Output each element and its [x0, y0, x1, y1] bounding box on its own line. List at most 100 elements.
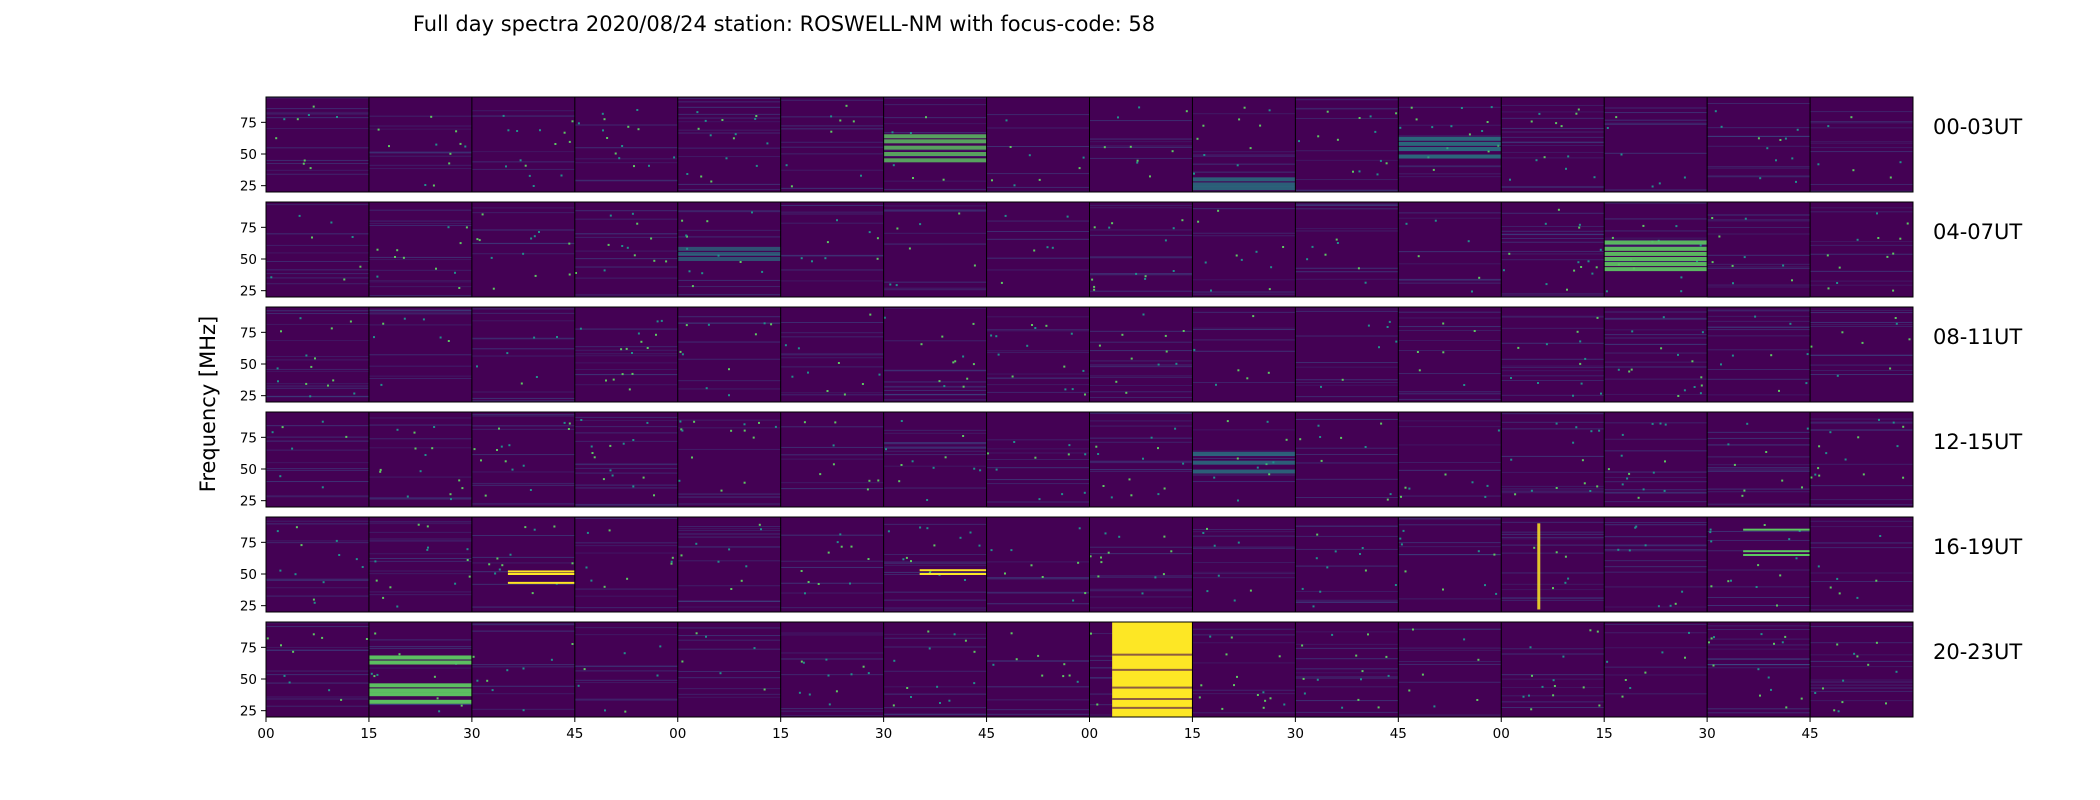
signal-dot [962, 435, 965, 437]
signal-dot [932, 466, 935, 469]
noise-line [368, 125, 472, 127]
noise-line [1810, 684, 1913, 686]
noise-line [368, 151, 472, 153]
noise-line [574, 670, 678, 672]
noise-line [1089, 420, 1193, 422]
noise-line [1810, 666, 1913, 668]
noise-line [1707, 530, 1811, 532]
signal-dot [720, 489, 723, 492]
signal-dot [602, 478, 605, 481]
signal-dot [990, 334, 993, 337]
noise-line [1501, 488, 1605, 490]
noise-line [677, 229, 781, 231]
signal-dot [309, 167, 312, 170]
noise-line [1295, 548, 1399, 550]
signal-dot [1572, 441, 1575, 444]
emission-band [1604, 267, 1708, 272]
signal-dot [1045, 324, 1048, 327]
signal-dot [340, 698, 343, 701]
noise-line [677, 606, 781, 608]
signal-dot [1463, 384, 1466, 386]
signal-dot [1118, 535, 1121, 538]
noise-line [266, 269, 369, 271]
signal-dot [432, 184, 435, 187]
signal-dot [1340, 436, 1343, 439]
noise-line [1501, 531, 1605, 533]
signal-dot [1487, 150, 1490, 153]
signal-dot [784, 344, 787, 347]
signal-dot [808, 693, 811, 696]
noise-line [780, 354, 884, 356]
noise-line [368, 573, 472, 575]
signal-dot [1335, 238, 1338, 241]
noise-line [677, 627, 781, 629]
noise-line [677, 279, 781, 281]
signal-dot [1091, 278, 1094, 281]
signal-dot [1481, 130, 1484, 132]
noise-line [1707, 145, 1811, 147]
panel-background [574, 202, 678, 297]
emission-band [1398, 141, 1502, 146]
signal-dot [1172, 227, 1175, 230]
noise-line [1810, 325, 1913, 327]
noise-line [1295, 267, 1399, 269]
noise-line [368, 447, 472, 449]
noise-line [1604, 489, 1708, 491]
signal-dot [426, 525, 429, 528]
noise-line [1089, 272, 1193, 274]
signal-dot [1172, 270, 1175, 272]
noise-line [1192, 311, 1296, 313]
signal-dot [1093, 226, 1096, 229]
noise-line [780, 222, 884, 224]
noise-line [677, 448, 781, 450]
spectrogram-panel [1500, 202, 1605, 297]
signal-dot [1652, 471, 1655, 474]
noise-line [574, 328, 678, 330]
noise-line [986, 220, 1090, 222]
noise-line [780, 146, 884, 148]
noise-line [1604, 189, 1708, 191]
signal-dot [1317, 135, 1320, 138]
signal-dot [448, 162, 451, 165]
noise-line [1810, 270, 1913, 272]
noise-line [883, 104, 987, 106]
noise-line [266, 670, 369, 672]
noise-line [1604, 491, 1708, 493]
signal-dot [1741, 494, 1744, 497]
signal-dot [973, 467, 976, 470]
noise-line [1707, 488, 1811, 490]
noise-line [677, 129, 781, 131]
noise-line [574, 487, 678, 489]
noise-line [266, 440, 369, 442]
signal-dot [1486, 121, 1489, 123]
noise-line [1810, 190, 1913, 192]
panel-background [1295, 622, 1399, 717]
signal-dot [486, 679, 489, 682]
signal-dot [1677, 353, 1679, 356]
signal-dot [728, 368, 730, 371]
noise-line [266, 128, 369, 130]
signal-dot [1886, 255, 1889, 258]
signal-dot [1895, 322, 1898, 325]
signal-dot [312, 598, 315, 601]
row-frame [265, 516, 1914, 613]
noise-line [986, 501, 1090, 503]
signal-dot [631, 372, 634, 375]
spectrogram-panel [1294, 97, 1399, 193]
signal-dot [1628, 472, 1631, 475]
panel-background [1089, 202, 1193, 297]
signal-dot [1889, 367, 1892, 370]
noise-line [1295, 478, 1399, 480]
signal-dot [1555, 487, 1558, 489]
noise-line [368, 523, 472, 525]
noise-line [677, 97, 781, 99]
signal-dot [1037, 654, 1040, 657]
noise-line [1089, 147, 1193, 149]
noise-line [368, 115, 472, 117]
signal-dot [1010, 549, 1013, 552]
noise-line [1707, 284, 1811, 286]
emission-band [507, 573, 575, 575]
signal-dot [1785, 706, 1788, 709]
noise-line [677, 635, 781, 637]
signal-dot [1210, 289, 1212, 292]
